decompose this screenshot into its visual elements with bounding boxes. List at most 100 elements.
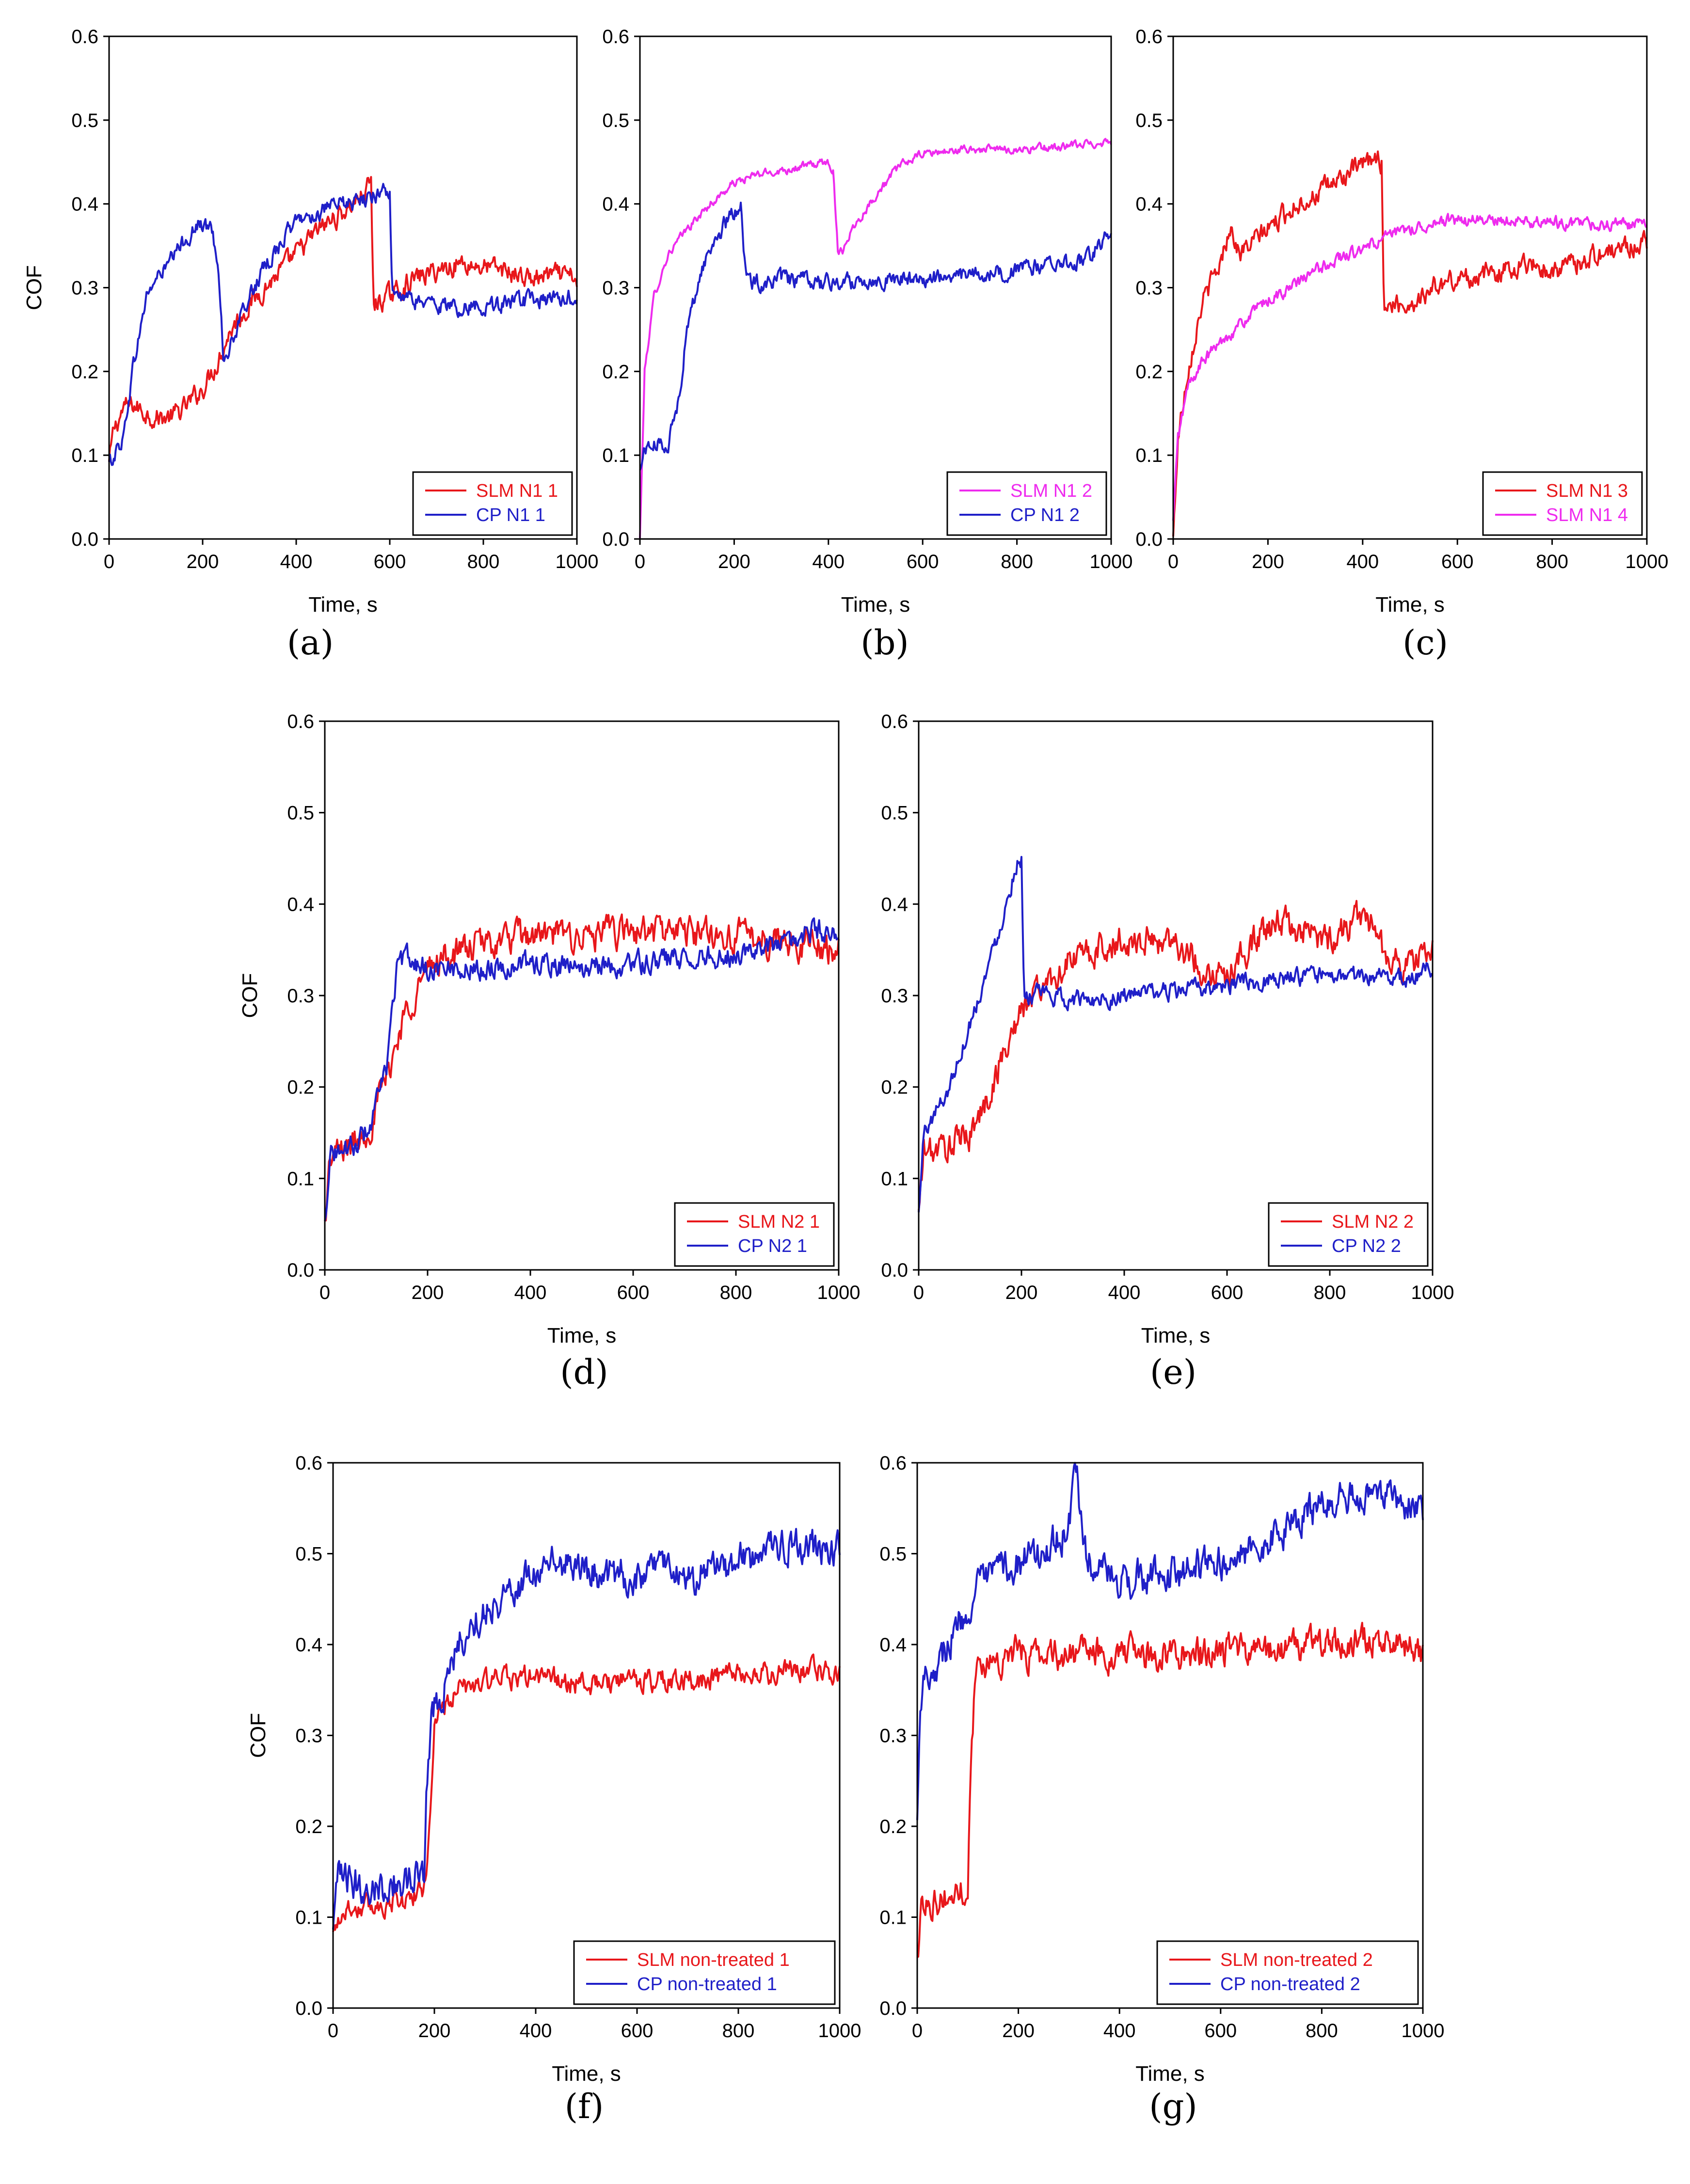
y-tick-label: 0.6	[602, 26, 629, 47]
x-tick-label: 600	[617, 1282, 650, 1303]
x-tick-label: 600	[1441, 551, 1474, 572]
series-line-e-2	[918, 855, 1433, 1213]
y-tick-label: 0.1	[287, 1168, 314, 1189]
x-tick-label: 0	[328, 2020, 338, 2042]
x-tick-label: 1000	[817, 1282, 861, 1303]
x-tick-label: 400	[1346, 551, 1379, 572]
y-tick-label: 0.0	[71, 529, 98, 550]
series-line-d-1	[324, 913, 840, 1222]
legend-label: SLM N1 3	[1546, 481, 1628, 501]
series-line-e-1	[918, 900, 1434, 1211]
x-tick-label: 800	[720, 1282, 752, 1303]
x-tick-label: 800	[467, 551, 500, 572]
x-tick-label: 200	[1002, 2020, 1035, 2042]
y-tick-label: 0.3	[602, 278, 629, 299]
x-tick-label: 1000	[1090, 551, 1133, 572]
legend-box	[674, 1202, 835, 1267]
y-tick-label: 0.4	[71, 194, 98, 215]
panel-caption-e: (e)	[1149, 1352, 1197, 1392]
panel-caption-d: (d)	[560, 1352, 608, 1392]
x-tick-label: 600	[621, 2020, 654, 2042]
y-tick-label: 0.4	[287, 894, 314, 915]
plot-frame	[639, 35, 1112, 540]
y-tick-label: 0.4	[1135, 194, 1163, 215]
legend-label: SLM N2 2	[1332, 1212, 1414, 1232]
x-tick-label: 800	[1306, 2020, 1338, 2042]
legend-box	[1268, 1202, 1429, 1267]
x-tick-label: 0	[319, 1282, 330, 1303]
y-tick-label: 0.6	[71, 26, 98, 47]
x-tick-label: 0	[104, 551, 114, 572]
y-tick-label: 0.2	[287, 1077, 314, 1098]
y-tick-label: 0.6	[881, 711, 908, 732]
y-tick-label: 0.1	[881, 1168, 908, 1189]
y-tick-label: 0.0	[602, 529, 629, 550]
x-tick-label: 200	[418, 2020, 451, 2042]
plot-frame	[324, 720, 840, 1271]
x-tick-label: 0	[913, 1282, 924, 1303]
y-tick-label: 0.3	[295, 1725, 322, 1747]
y-tick-label: 0.2	[879, 1816, 907, 1837]
legend-label: CP non-treated 2	[1220, 1974, 1360, 1994]
y-axis-label: COF	[238, 973, 262, 1018]
panel-c: 0 200 400 600 800 1000 0.0 0.1 0.2 0.3 0.4 0.5 0.6 Ti…	[1135, 26, 1668, 617]
y-tick-label: 0.1	[879, 1907, 907, 1929]
x-tick-label: 600	[374, 551, 406, 572]
legend-label: SLM N1 1	[476, 481, 558, 501]
x-tick-label: 400	[812, 551, 845, 572]
x-tick-label: 200	[1005, 1282, 1038, 1303]
series-line-c-2	[1172, 213, 1647, 521]
x-tick-label: 1000	[1411, 1282, 1454, 1303]
x-axis-label: Time, s	[308, 593, 378, 617]
y-tick-label: 0.2	[881, 1077, 908, 1098]
legend-label: SLM N2 1	[738, 1212, 820, 1232]
legend-label: CP non-treated 1	[637, 1974, 777, 1994]
x-tick-label: 1000	[1402, 2020, 1445, 2042]
y-tick-label: 0.3	[71, 278, 98, 299]
series-line-b-2	[639, 202, 1112, 471]
panel-g: 0 200 400 600 800 1000 0.0 0.1 0.2 0.3 0.4 0.5 0.6 Ti…	[879, 1453, 1444, 2086]
series-line-g-2	[916, 1462, 1424, 1820]
y-tick-label: 0.3	[881, 985, 908, 1007]
y-tick-label: 0.0	[879, 1998, 907, 2019]
x-axis-label: Time, s	[1135, 2062, 1205, 2086]
x-tick-label: 600	[907, 551, 939, 572]
y-tick-label: 0.5	[879, 1544, 907, 1565]
x-tick-label: 400	[1108, 1282, 1141, 1303]
x-tick-label: 800	[1536, 551, 1568, 572]
series-line-c-1	[1172, 150, 1648, 537]
x-tick-label: 1000	[1626, 551, 1669, 572]
y-tick-label: 0.3	[879, 1725, 907, 1747]
panel-a: 0 200 400 600 800 1000 0.0 0.1 0.2 0.3 0.4 0.5 0.6 Ti…	[22, 26, 598, 617]
y-tick-label: 0.6	[287, 711, 314, 732]
y-tick-label: 0.4	[602, 194, 629, 215]
legend-label: SLM N1 2	[1010, 481, 1092, 501]
x-tick-label: 0	[912, 2020, 923, 2042]
legend-label: SLM non-treated 2	[1220, 1950, 1373, 1970]
y-tick-label: 0.1	[602, 445, 629, 466]
x-tick-label: 0	[635, 551, 645, 572]
x-tick-label: 800	[722, 2020, 755, 2042]
series-line-a-2	[108, 183, 578, 466]
y-tick-label: 0.5	[1135, 110, 1163, 131]
series-line-a-1	[108, 176, 578, 462]
x-tick-label: 400	[514, 1282, 547, 1303]
x-axis-label: Time, s	[1375, 593, 1445, 617]
x-axis-label: Time, s	[1141, 1324, 1211, 1347]
y-tick-label: 0.4	[879, 1634, 907, 1656]
legend: SLM non-treated 2 CP non-treated 2	[1156, 1940, 1419, 2005]
panel-b: 0 200 400 600 800 1000 0.0 0.1 0.2 0.3 0.4 0.5 0.6 Ti…	[602, 26, 1132, 617]
y-tick-label: 0.1	[1135, 445, 1163, 466]
y-tick-label: 0.2	[295, 1816, 322, 1837]
y-tick-label: 0.2	[71, 361, 98, 382]
x-tick-label: 400	[1103, 2020, 1136, 2042]
y-tick-label: 0.1	[71, 445, 98, 466]
panel-caption-a: (a)	[287, 623, 334, 663]
series-line-b-1	[639, 138, 1112, 538]
x-axis-label: Time, s	[552, 2062, 621, 2086]
panel-e: 0 200 400 600 800 1000 0.0 0.1 0.2 0.3 0.4 0.5 0.6 Ti…	[881, 711, 1454, 1347]
legend-label: SLM non-treated 1	[637, 1950, 790, 1970]
x-tick-label: 0	[1168, 551, 1179, 572]
x-tick-label: 200	[1252, 551, 1284, 572]
